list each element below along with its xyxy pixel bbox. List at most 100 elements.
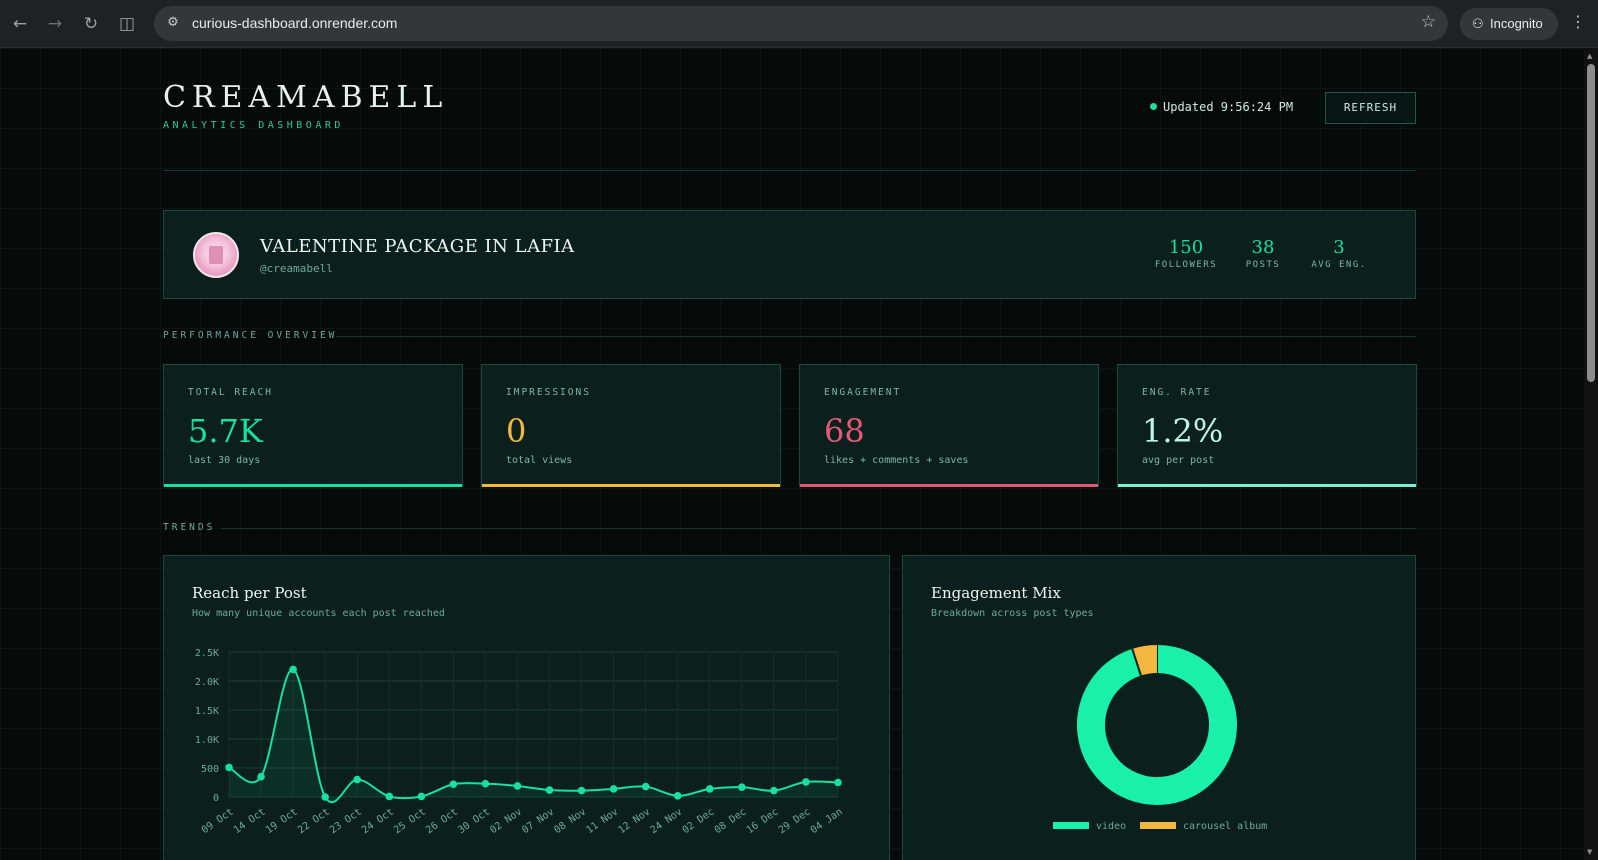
data-point: [449, 780, 458, 789]
incognito-icon: ⚇: [1472, 17, 1484, 32]
kpi-accent-bar: [1118, 484, 1416, 487]
kpi-subtext: last 30 days: [188, 455, 261, 466]
stat-value: 38: [1251, 237, 1275, 258]
kpi-subtext: likes + comments + saves: [824, 455, 969, 466]
data-point: [417, 792, 426, 801]
x-tick-label: 02 Dec: [681, 806, 717, 836]
kpi-label: ENG. RATE: [1142, 387, 1212, 398]
data-point: [802, 778, 810, 786]
section-divider: [222, 528, 1416, 529]
scrollbar-thumb[interactable]: [1587, 64, 1595, 382]
kpi-value: 0: [506, 412, 527, 450]
section-divider: [336, 336, 1416, 337]
page-scrollbar[interactable]: ▲ ▼: [1584, 48, 1598, 860]
y-tick-label: 2.0K: [195, 677, 219, 688]
y-tick-label: 2.5K: [195, 648, 219, 659]
x-tick-label: 29 Dec: [777, 806, 813, 836]
legend-label: carousel album: [1183, 821, 1267, 832]
data-point: [705, 785, 714, 793]
reload-icon[interactable]: ↻: [83, 14, 99, 34]
data-point: [481, 779, 490, 788]
url-text[interactable]: curious-dashboard.onrender.com: [192, 15, 398, 31]
x-tick-label: 12 Nov: [617, 806, 653, 836]
data-point: [834, 778, 842, 787]
kpi-label: ENGAGEMENT: [824, 387, 902, 398]
kpi-accent-bar: [482, 484, 780, 487]
kpi-value: 68: [824, 412, 865, 450]
data-point: [673, 792, 682, 800]
dashboard-page: CREAMABELL ANALYTICS DASHBOARD Updated 9…: [0, 48, 1584, 860]
data-point: [577, 786, 586, 795]
profile-name: VALENTINE PACKAGE IN LAFIA: [260, 236, 575, 257]
incognito-badge[interactable]: ⚇ Incognito: [1460, 8, 1558, 40]
stat-label: FOLLOWERS: [1154, 260, 1218, 270]
scroll-up-arrow-icon[interactable]: ▲: [1587, 52, 1593, 60]
engagement-donut-chart: video carousel album: [1053, 645, 1267, 832]
kpi-eng-rate: ENG. RATE 1.2% avg per post: [1117, 364, 1417, 487]
reach-line: [228, 668, 839, 804]
card-subtitle: How many unique accounts each post reach…: [192, 608, 445, 619]
updated-text: Updated 9:56:24 PM: [1163, 100, 1294, 114]
data-point: [321, 793, 329, 801]
data-point: [353, 775, 362, 784]
live-dot-icon: [1150, 103, 1157, 110]
x-tick-label: 22 Oct: [296, 806, 332, 836]
kpi-value: 5.7K: [188, 412, 263, 450]
address-bar[interactable]: ⚙ curious-dashboard.onrender.com ☆: [154, 6, 1448, 41]
incognito-label: Incognito: [1490, 16, 1543, 31]
x-tick-label: 04 Jan: [809, 806, 845, 836]
stat-followers: 150 FOLLOWERS: [1154, 237, 1218, 270]
browser-menu-icon[interactable]: ⋮: [1570, 12, 1586, 31]
data-point: [289, 665, 297, 674]
reach-area: [229, 669, 838, 803]
x-tick-label: 24 Nov: [649, 806, 685, 836]
card-subtitle: Breakdown across post types: [931, 608, 1094, 619]
y-tick-label: 1.5K: [195, 706, 219, 717]
y-tick-label: 0: [213, 793, 219, 804]
profile-handle: @creamabell: [260, 262, 333, 275]
data-point: [385, 792, 394, 801]
x-tick-label: 19 Oct: [264, 806, 300, 836]
browser-toolbar: ← → ↻ ◫ ⚙ curious-dashboard.onrender.com…: [0, 0, 1598, 48]
x-tick-label: 11 Nov: [584, 806, 620, 836]
engagement-mix-card: Engagement Mix Breakdown across post typ…: [902, 555, 1416, 860]
forward-arrow-icon[interactable]: →: [47, 14, 63, 34]
x-tick-label: 08 Dec: [713, 806, 749, 836]
stat-avg-eng: 3 AVG ENG.: [1308, 237, 1370, 270]
x-tick-label: 24 Oct: [360, 806, 396, 836]
kpi-label: TOTAL REACH: [188, 387, 273, 398]
scroll-down-arrow-icon[interactable]: ▼: [1587, 848, 1593, 856]
x-tick-label: 09 Oct: [200, 806, 236, 836]
data-point: [738, 783, 746, 791]
data-point: [641, 782, 650, 791]
split-view-icon[interactable]: ◫: [118, 14, 136, 34]
data-point: [770, 786, 778, 795]
section-trends-label: TRENDS: [163, 522, 216, 533]
reach-chart-card: Reach per Post How many unique accounts …: [163, 555, 890, 860]
donut-slice-carousel-album: [1132, 645, 1158, 676]
data-point: [545, 786, 554, 794]
data-point: [609, 785, 618, 793]
profile-card: VALENTINE PACKAGE IN LAFIA @creamabell 1…: [163, 210, 1416, 299]
updated-status: Updated 9:56:24 PM: [1150, 100, 1293, 114]
kpi-impressions: IMPRESSIONS 0 total views: [481, 364, 781, 487]
section-performance-label: PERFORMANCE OVERVIEW: [163, 330, 338, 341]
kpi-engagement: ENGAGEMENT 68 likes + comments + saves: [799, 364, 1099, 487]
donut-slice-video: [1077, 645, 1237, 805]
bookmark-star-icon[interactable]: ☆: [1420, 12, 1436, 32]
y-tick-label: 1.0K: [195, 735, 219, 746]
avatar-image: [209, 246, 223, 264]
refresh-button[interactable]: REFRESH: [1325, 92, 1416, 124]
kpi-value: 1.2%: [1142, 412, 1224, 450]
kpi-subtext: avg per post: [1142, 455, 1215, 466]
legend-label: video: [1096, 821, 1126, 832]
stat-value: 3: [1333, 237, 1345, 258]
card-title: Engagement Mix: [931, 584, 1061, 602]
x-tick-label: 26 Oct: [424, 806, 460, 836]
stat-label: POSTS: [1245, 260, 1281, 270]
stat-posts: 38 POSTS: [1240, 237, 1286, 270]
x-tick-label: 16 Dec: [745, 806, 781, 836]
back-arrow-icon[interactable]: ←: [12, 14, 28, 34]
stat-value: 150: [1168, 237, 1204, 258]
site-info-icon[interactable]: ⚙: [167, 15, 179, 30]
